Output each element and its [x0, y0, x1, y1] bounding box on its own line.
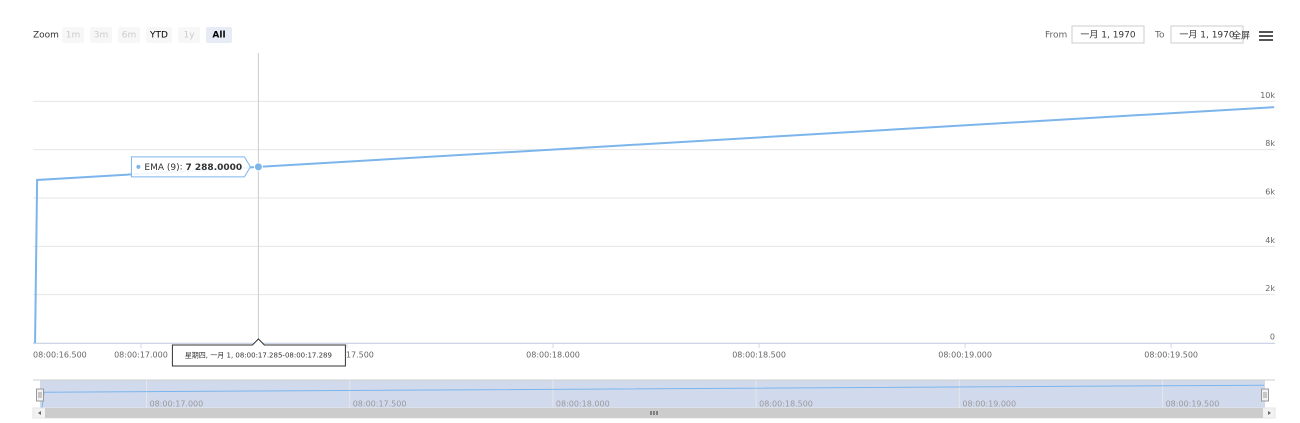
from-input[interactable] — [1071, 25, 1145, 44]
range-button: 1y — [183, 31, 195, 41]
navigator-tick-label: 08:00:19.000 — [962, 400, 1016, 409]
to-value: 一月 1, 1970 — [1179, 30, 1234, 41]
range-button[interactable]: All — [212, 31, 225, 41]
scroll-left[interactable] — [38, 411, 41, 415]
to-label: To — [1154, 31, 1165, 41]
range-button-bg — [118, 27, 140, 43]
navigator-tick-label: 08:00:19.500 — [1166, 400, 1220, 409]
navigator-tick-label: 08:00:17.000 — [149, 400, 203, 409]
navigator-tick-label: 08:00:17.500 — [353, 400, 407, 409]
tooltip-value: 7 288.0000 — [186, 162, 243, 172]
navigator-handle[interactable] — [1261, 388, 1269, 402]
range-button[interactable]: YTD — [149, 31, 168, 41]
tooltip-marker — [136, 164, 141, 169]
menu-bar — [1259, 35, 1273, 37]
fullscreen-button[interactable]: 全屏 — [1232, 30, 1250, 42]
range-button: 1m — [66, 31, 81, 41]
tooltip-series-name: EMA (9) — [144, 162, 179, 172]
x-tick-label: 08:00:16.500 — [33, 351, 87, 360]
x-tick-label: 08:00:17.500 — [320, 351, 374, 360]
y-tick-label: 8k — [1265, 139, 1275, 148]
navigator-handle[interactable] — [36, 388, 44, 402]
range-button: 3m — [94, 31, 109, 41]
menu-bar — [1259, 31, 1273, 33]
tooltip-text: EMA (9): 7 288.0000 — [144, 162, 242, 172]
to-input[interactable] — [1170, 25, 1244, 44]
navigator-tick-label: 08:00:18.500 — [759, 400, 813, 409]
range-button-bg — [146, 27, 172, 43]
from-label: From — [1045, 31, 1067, 41]
x-tick-label: 08:00:19.000 — [938, 351, 992, 360]
y-tick-label: 6k — [1265, 188, 1275, 197]
x-tick-label: 08:00:18.000 — [526, 351, 580, 360]
from-value: 一月 1, 1970 — [1080, 30, 1135, 41]
y-tick-label: 0 — [1270, 333, 1275, 342]
x-tick-label: 08:00:18.500 — [732, 351, 786, 360]
tooltip-box — [130, 156, 251, 178]
range-button: 6m — [122, 31, 137, 41]
x-tick-label: 08:00:17.000 — [114, 351, 168, 360]
zoom-label: Zoom — [33, 31, 59, 41]
hover-point — [253, 162, 263, 172]
scroll-right[interactable] — [1268, 411, 1271, 415]
y-tick-label: 2k — [1265, 284, 1275, 293]
menu-button[interactable] — [1259, 31, 1273, 41]
range-button-bg — [90, 27, 112, 43]
x-tooltip-text: 星期四, 一月 1, 08:00:17.285-08:00:17.289 — [185, 352, 332, 360]
range-button-bg — [206, 27, 232, 43]
y-tick-label: 4k — [1265, 236, 1275, 245]
navigator-mask — [40, 380, 1265, 408]
menu-bar — [1259, 39, 1273, 41]
x-tooltip-box — [171, 338, 346, 367]
navigator-tick-label: 08:00:18.000 — [556, 400, 610, 409]
y-tick-label: 10k — [1260, 91, 1275, 100]
range-button-bg — [178, 27, 200, 43]
range-button-bg — [62, 27, 84, 43]
x-tick-label: 08:00:19.500 — [1144, 351, 1198, 360]
